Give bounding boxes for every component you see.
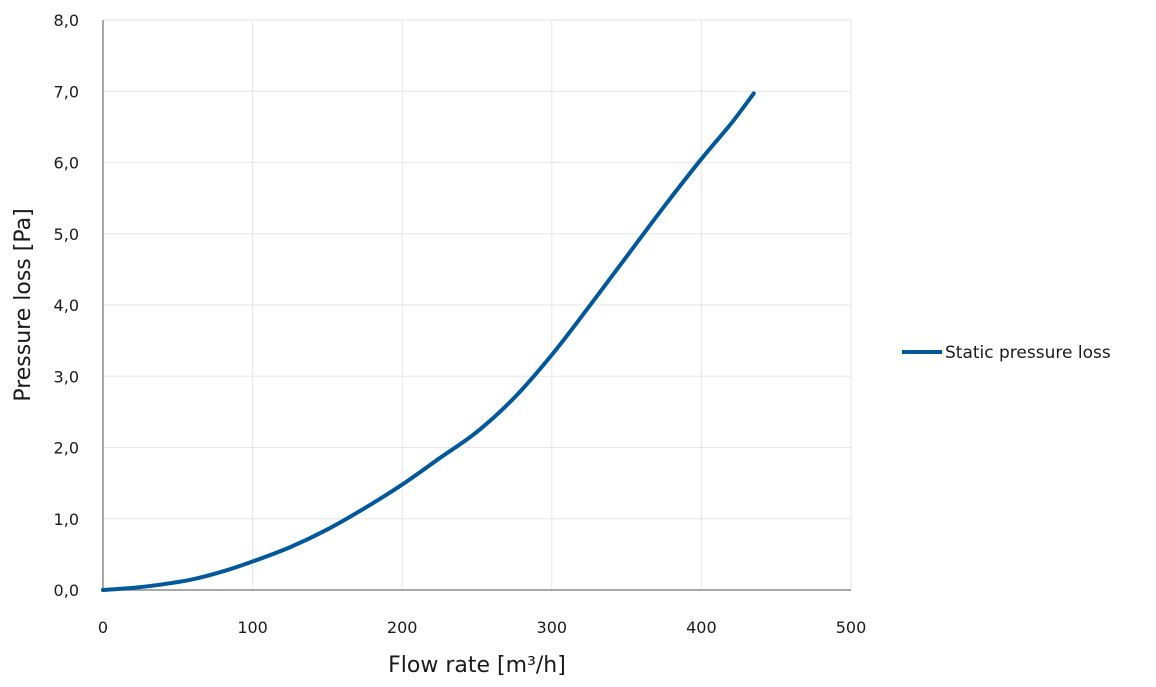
y-tick-label: 7,0 bbox=[54, 82, 79, 101]
x-tick-label: 300 bbox=[537, 618, 568, 637]
x-tick-label: 500 bbox=[836, 618, 867, 637]
y-tick-label: 2,0 bbox=[54, 439, 79, 458]
x-tick-label: 0 bbox=[98, 618, 108, 637]
x-tick-label: 400 bbox=[686, 618, 717, 637]
y-tick-label: 8,0 bbox=[54, 11, 79, 30]
axes bbox=[102, 20, 851, 591]
y-tick-label: 6,0 bbox=[54, 154, 79, 173]
legend: Static pressure loss bbox=[902, 343, 1111, 363]
legend-label-static-pressure-loss: Static pressure loss bbox=[945, 343, 1111, 363]
x-axis-title: Flow rate [m³/h] bbox=[388, 653, 566, 678]
y-tick-label: 1,0 bbox=[54, 510, 79, 529]
y-tick-label: 0,0 bbox=[54, 581, 79, 600]
y-tick-label: 4,0 bbox=[54, 296, 79, 315]
tick-labels: 0,0 1,0 2,0 3,0 4,0 5,0 6,0 7,0 8,0 0 100 200 300 400… bbox=[54, 11, 867, 637]
series-lines bbox=[101, 91, 756, 592]
y-tick-label: 5,0 bbox=[54, 225, 79, 244]
x-tick-label: 200 bbox=[387, 618, 418, 637]
y-axis-title: Pressure loss [Pa] bbox=[11, 208, 36, 401]
grid-lines bbox=[103, 19, 852, 590]
y-tick-label: 3,0 bbox=[54, 367, 79, 386]
x-tick-label: 100 bbox=[237, 618, 268, 637]
series-line-static-pressure-loss bbox=[101, 91, 756, 592]
